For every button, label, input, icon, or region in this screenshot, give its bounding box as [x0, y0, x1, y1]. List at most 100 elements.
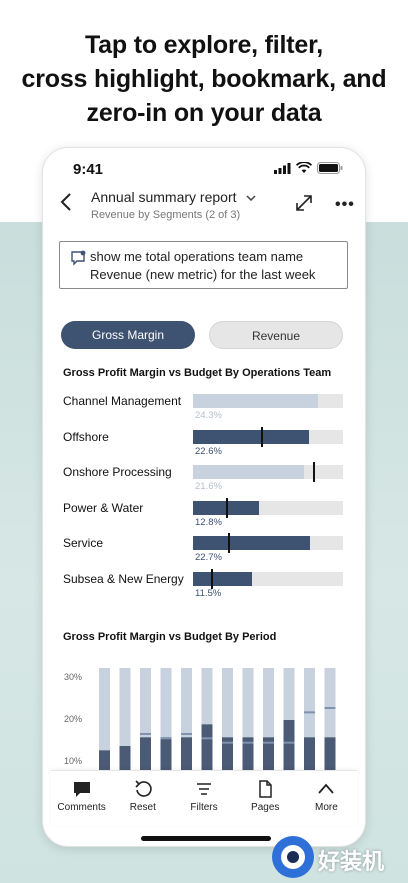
watermark-logo: 好装机 — [270, 832, 408, 882]
budget-column[interactable] — [263, 668, 274, 778]
bar-track — [193, 426, 343, 447]
actual-column[interactable] — [324, 737, 336, 778]
bar-row[interactable]: Channel Management 24.3% — [43, 394, 365, 430]
actual-column[interactable] — [119, 746, 131, 778]
qa-text-line-1: show me total operations team name — [90, 249, 304, 264]
actual-column[interactable] — [201, 724, 213, 778]
bar-target-marker — [313, 462, 315, 482]
budget-column[interactable] — [242, 668, 254, 778]
target-marker — [201, 737, 213, 740]
report-title-text: Annual summary report — [91, 189, 237, 205]
status-bar: 9:41 — [43, 148, 365, 188]
tab-reset[interactable]: Reset — [112, 771, 173, 826]
bar-row[interactable]: Power & Water 12.8% — [43, 497, 365, 537]
budget-column[interactable] — [140, 668, 151, 778]
y-tick-label: 30% — [64, 672, 83, 682]
chart1-title: Gross Profit Margin vs Budget By Operati… — [63, 367, 332, 379]
bar-track — [193, 533, 343, 553]
bar-label: Onshore Processing — [63, 465, 172, 479]
bar-fill — [193, 571, 252, 586]
bar-target-marker — [227, 533, 230, 553]
bar-value-label: 21.6% — [195, 481, 222, 492]
more-options-icon[interactable]: ••• — [335, 196, 355, 213]
bar-track — [193, 394, 343, 408]
qa-text-line-2: Revenue (new metric) for the last week — [90, 267, 316, 282]
bar-row[interactable]: Onshore Processing 21.6% — [43, 462, 365, 501]
bar-fill — [193, 394, 318, 408]
actual-column[interactable] — [263, 737, 274, 778]
budget-column[interactable] — [222, 668, 233, 778]
reset-icon — [135, 780, 152, 797]
bar-label: Channel Management — [63, 394, 182, 408]
tab-pages[interactable]: Pages — [235, 771, 296, 826]
qa-comment-icon — [71, 250, 86, 266]
back-chevron-icon[interactable] — [59, 192, 73, 212]
budget-column[interactable] — [324, 668, 336, 778]
tab-label: More — [315, 802, 338, 813]
headline-line-2: cross highlight, bookmark, and — [21, 65, 387, 93]
bar-value-label: 22.6% — [195, 445, 222, 457]
bar-fill — [193, 536, 310, 550]
watermark-text: 好装机 — [318, 850, 385, 875]
bar-value-label: 24.3% — [195, 410, 222, 421]
bar-value-label: 11.5% — [195, 587, 222, 599]
actual-column[interactable] — [242, 737, 254, 778]
budget-column[interactable] — [181, 668, 192, 778]
period-column-chart: 30% 20% 10% — [43, 658, 365, 778]
bar-row[interactable]: Offshore 22.6% — [43, 426, 365, 466]
budget-column[interactable] — [160, 668, 172, 778]
bar-label: Power & Water — [63, 500, 144, 515]
bar-track — [193, 497, 343, 518]
report-title[interactable]: Annual summary report — [91, 189, 256, 205]
actual-column[interactable] — [99, 750, 110, 778]
bar-track — [193, 568, 343, 589]
watermark-eye-icon — [272, 836, 314, 878]
revenue-toggle[interactable]: Revenue — [209, 321, 343, 349]
report-header: Annual summary report Revenue by Segment… — [43, 184, 365, 226]
wifi-icon — [296, 162, 312, 173]
chevron-down-icon — [246, 195, 256, 202]
target-marker — [140, 733, 151, 735]
actual-column[interactable] — [160, 737, 172, 778]
actual-column[interactable] — [304, 737, 315, 778]
bar-label: Offshore — [63, 429, 109, 444]
battery-icon — [317, 162, 343, 174]
actual-column[interactable] — [181, 737, 192, 778]
qa-box[interactable]: show me total operations team name Reven… — [59, 241, 348, 289]
bar-target-marker — [260, 426, 263, 447]
headline-line-1: Tap to explore, filter, — [84, 31, 324, 59]
home-indicator — [141, 836, 271, 841]
bar-track — [193, 462, 343, 482]
bar-target-marker — [226, 497, 228, 518]
actual-column[interactable] — [222, 737, 233, 778]
report-subtitle: Revenue by Segments (2 of 3) — [91, 209, 241, 221]
phone-frame: 9:41 Annual summary rep — [42, 147, 366, 847]
actual-column[interactable] — [140, 737, 151, 778]
actual-column[interactable] — [283, 720, 295, 778]
target-marker — [242, 741, 254, 744]
target-marker — [181, 733, 192, 735]
promo-headline: Tap to explore, filter, cross highlight,… — [0, 28, 408, 130]
gross-margin-toggle[interactable]: Gross Margin — [61, 321, 195, 349]
tab-comments[interactable]: Comments — [51, 771, 112, 826]
budget-column[interactable] — [99, 668, 110, 778]
target-marker — [160, 737, 172, 740]
tab-label: Reset — [129, 802, 156, 813]
tab-more[interactable]: More — [296, 771, 357, 826]
bar-target-marker — [211, 568, 213, 589]
budget-column[interactable] — [119, 668, 131, 778]
tab-label: Comments — [57, 802, 106, 813]
status-icons — [274, 162, 343, 174]
tab-label: Filters — [190, 802, 218, 813]
y-tick-label: 20% — [64, 714, 83, 724]
bar-row[interactable]: Subsea & New Energy 11.5% — [43, 568, 365, 608]
budget-column[interactable] — [304, 668, 315, 778]
target-marker — [304, 711, 315, 714]
chevron-up-icon — [318, 783, 335, 794]
filter-icon — [197, 783, 211, 795]
budget-column[interactable] — [201, 668, 213, 778]
expand-icon[interactable] — [295, 194, 313, 212]
tab-filters[interactable]: Filters — [173, 771, 234, 826]
bar-row[interactable]: Service 22.7% — [43, 533, 365, 572]
target-marker — [222, 741, 233, 744]
